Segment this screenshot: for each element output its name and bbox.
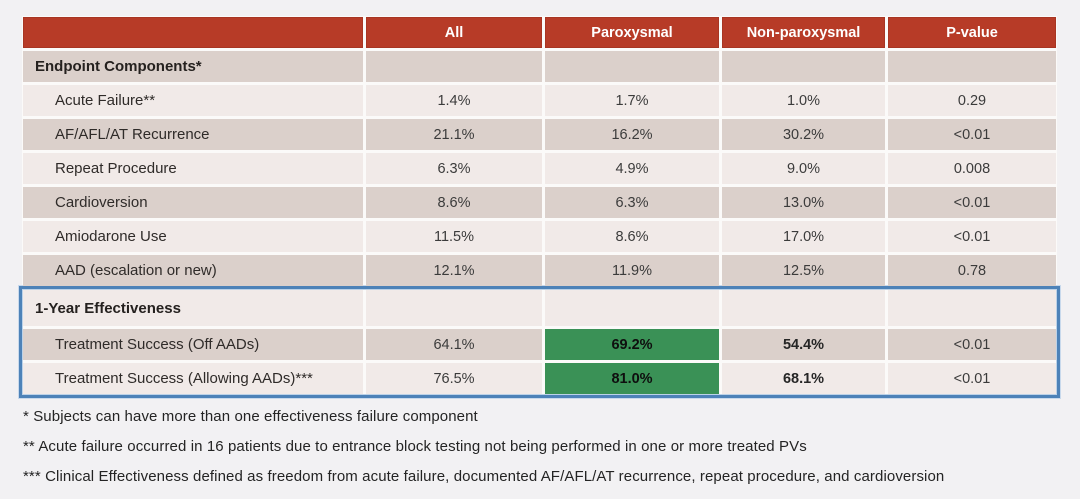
row-label: Cardioversion	[23, 187, 363, 218]
value-cell: 11.5%	[366, 221, 542, 252]
value-cell: 68.1%	[722, 363, 885, 394]
value-cell: 16.2%	[545, 119, 719, 150]
value-cell: 12.1%	[366, 255, 542, 286]
row-label: AAD (escalation or new)	[23, 255, 363, 286]
endpoint-components-section: Endpoint Components* Acute Failure** 1.4% 1…	[23, 51, 1056, 286]
table-row: Acute Failure** 1.4% 1.7% 1.0% 0.29	[23, 85, 1056, 116]
row-label: Acute Failure**	[23, 85, 363, 116]
table-header-row: All Paroxysmal Non-paroxysmal P-value	[23, 17, 1056, 48]
header-cell-non-paroxysmal: Non-paroxysmal	[722, 17, 885, 48]
value-cell: <0.01	[888, 119, 1056, 150]
value-cell: 30.2%	[722, 119, 885, 150]
value-cell: 1.7%	[545, 85, 719, 116]
table-row: Treatment Success (Off AADs) 64.1% 69.2% 54…	[23, 329, 1056, 360]
value-cell: 11.9%	[545, 255, 719, 286]
row-label: Treatment Success (Allowing AADs)***	[23, 363, 363, 394]
value-cell: 0.78	[888, 255, 1056, 286]
table-row: AAD (escalation or new) 12.1% 11.9% 12.5% 0.…	[23, 255, 1056, 286]
value-cell: 69.2%	[545, 329, 719, 360]
value-cell	[545, 290, 719, 326]
table-row: Treatment Success (Allowing AADs)*** 76.5…	[23, 363, 1056, 394]
table-row: Repeat Procedure 6.3% 4.9% 9.0% 0.008	[23, 153, 1056, 184]
value-cell	[888, 51, 1056, 82]
value-cell: 1.4%	[366, 85, 542, 116]
row-label: Endpoint Components*	[23, 51, 363, 82]
footnotes: * Subjects can have more than one effect…	[22, 408, 1057, 485]
value-cell	[722, 290, 885, 326]
value-cell: 12.5%	[722, 255, 885, 286]
value-cell: <0.01	[888, 187, 1056, 218]
header-cell-paroxysmal: Paroxysmal	[545, 17, 719, 48]
footnote-1: * Subjects can have more than one effect…	[23, 408, 478, 425]
value-cell: 4.9%	[545, 153, 719, 184]
value-cell	[366, 51, 542, 82]
table-row: Endpoint Components*	[23, 51, 1056, 82]
value-cell: 64.1%	[366, 329, 542, 360]
value-cell: <0.01	[888, 329, 1056, 360]
value-cell: 9.0%	[722, 153, 885, 184]
value-cell: 0.29	[888, 85, 1056, 116]
value-cell: <0.01	[888, 363, 1056, 394]
footnote-2: ** Acute failure occurred in 16 patients…	[23, 438, 807, 455]
value-cell: 76.5%	[366, 363, 542, 394]
value-cell: 54.4%	[722, 329, 885, 360]
value-cell: 0.008	[888, 153, 1056, 184]
value-cell	[545, 51, 719, 82]
value-cell: 6.3%	[545, 187, 719, 218]
value-cell: 21.1%	[366, 119, 542, 150]
value-cell: 8.6%	[545, 221, 719, 252]
row-label: Treatment Success (Off AADs)	[23, 329, 363, 360]
table-row: AF/AFL/AT Recurrence 21.1% 16.2% 30.2% <0.01	[23, 119, 1056, 150]
value-cell: 17.0%	[722, 221, 885, 252]
row-label: Amiodarone Use	[23, 221, 363, 252]
value-cell	[722, 51, 885, 82]
effectiveness-highlight-box: 1-Year Effectiveness Treatment Success (O…	[19, 286, 1060, 398]
value-cell: 81.0%	[545, 363, 719, 394]
table-row: Amiodarone Use 11.5% 8.6% 17.0% <0.01	[23, 221, 1056, 252]
value-cell	[888, 290, 1056, 326]
header-cell-p-value: P-value	[888, 17, 1056, 48]
footnote-3: *** Clinical Effectiveness defined as fr…	[23, 468, 945, 485]
outcomes-table: All Paroxysmal Non-paroxysmal P-value En…	[19, 16, 1060, 399]
table-row: 1-Year Effectiveness	[23, 290, 1056, 326]
one-year-effectiveness-section: 1-Year Effectiveness Treatment Success (O…	[23, 290, 1056, 394]
header-cell-all: All	[366, 17, 542, 48]
header-cell-blank	[23, 17, 363, 48]
value-cell: 8.6%	[366, 187, 542, 218]
row-label: 1-Year Effectiveness	[23, 290, 363, 326]
row-label: AF/AFL/AT Recurrence	[23, 119, 363, 150]
value-cell: 1.0%	[722, 85, 885, 116]
table-row: Cardioversion 8.6% 6.3% 13.0% <0.01	[23, 187, 1056, 218]
value-cell: 6.3%	[366, 153, 542, 184]
value-cell: <0.01	[888, 221, 1056, 252]
value-cell: 13.0%	[722, 187, 885, 218]
row-label: Repeat Procedure	[23, 153, 363, 184]
value-cell	[366, 290, 542, 326]
